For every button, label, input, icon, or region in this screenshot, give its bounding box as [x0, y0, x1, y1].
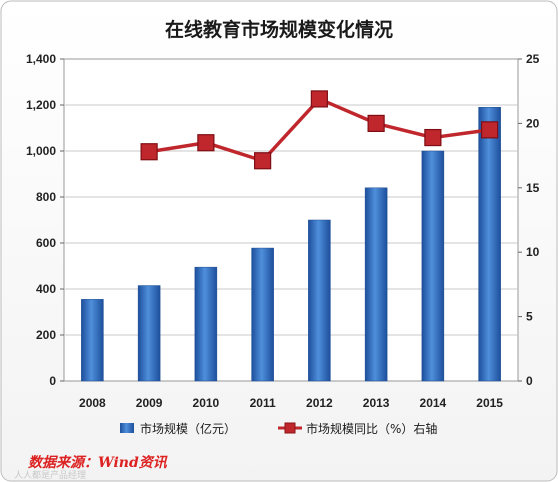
legend-bar-label: 市场规模（亿元）	[140, 421, 236, 436]
y-left-tick-label: 200	[36, 328, 56, 342]
line-point	[310, 90, 328, 108]
line-point	[197, 134, 215, 152]
x-tick-label: 2014	[420, 396, 447, 410]
bar	[137, 285, 161, 382]
x-tick-label: 2012	[306, 396, 333, 410]
x-tick-label: 2008	[79, 396, 106, 410]
line-point	[424, 128, 442, 147]
y-left-tick-label: 800	[36, 190, 56, 204]
line-point	[254, 152, 272, 170]
x-tick-label: 2011	[250, 396, 276, 410]
line-point	[367, 114, 385, 133]
bar	[308, 219, 331, 382]
watermark-text: 人人都是产品经理	[14, 469, 86, 481]
x-tick-label: 2013	[363, 396, 390, 410]
bar	[364, 187, 388, 382]
chart-title: 在线教育市场规模变化情况	[165, 18, 393, 41]
x-tick-label: 2015	[476, 396, 503, 410]
y-right-tick-label: 10	[526, 245, 540, 259]
bar	[478, 107, 501, 382]
y-left-tick-label: 400	[36, 282, 56, 296]
legend-line-label: 市场规模同比（%）右轴	[306, 421, 437, 436]
bar-series	[81, 107, 501, 382]
bar	[421, 150, 445, 382]
y-right-tick-label: 25	[526, 52, 540, 66]
x-tick-label: 2010	[193, 396, 220, 410]
plot-area	[63, 58, 519, 382]
legend: 市场规模（亿元） 市场规模同比（%）右轴	[120, 421, 437, 436]
bar	[251, 247, 274, 382]
line-point	[140, 143, 158, 161]
legend-bar-swatch	[120, 423, 134, 433]
bar	[194, 266, 218, 382]
line-series	[140, 90, 499, 170]
y-right-tick-label: 5	[526, 310, 533, 324]
line-point	[481, 121, 499, 139]
bar	[81, 299, 104, 382]
y-right-tick-label: 15	[526, 181, 540, 195]
legend-line-marker	[284, 422, 296, 434]
axes: 0 200 400 600 800 1,000 1,200 1,400 0 5 10 15 20 25 20…	[26, 52, 540, 410]
y-right-tick-label: 20	[526, 116, 540, 130]
x-tick-label: 2009	[136, 396, 163, 410]
y-left-tick-label: 1,400	[26, 52, 56, 66]
y-left-tick-label: 1,000	[26, 144, 56, 158]
y-left-tick-label: 0	[49, 374, 56, 388]
y-left-tick-label: 600	[36, 236, 56, 250]
y-left-tick-label: 1,200	[26, 98, 56, 112]
source-label: 数据来源：Wind资讯	[28, 454, 168, 471]
y-right-tick-label: 0	[526, 374, 533, 388]
